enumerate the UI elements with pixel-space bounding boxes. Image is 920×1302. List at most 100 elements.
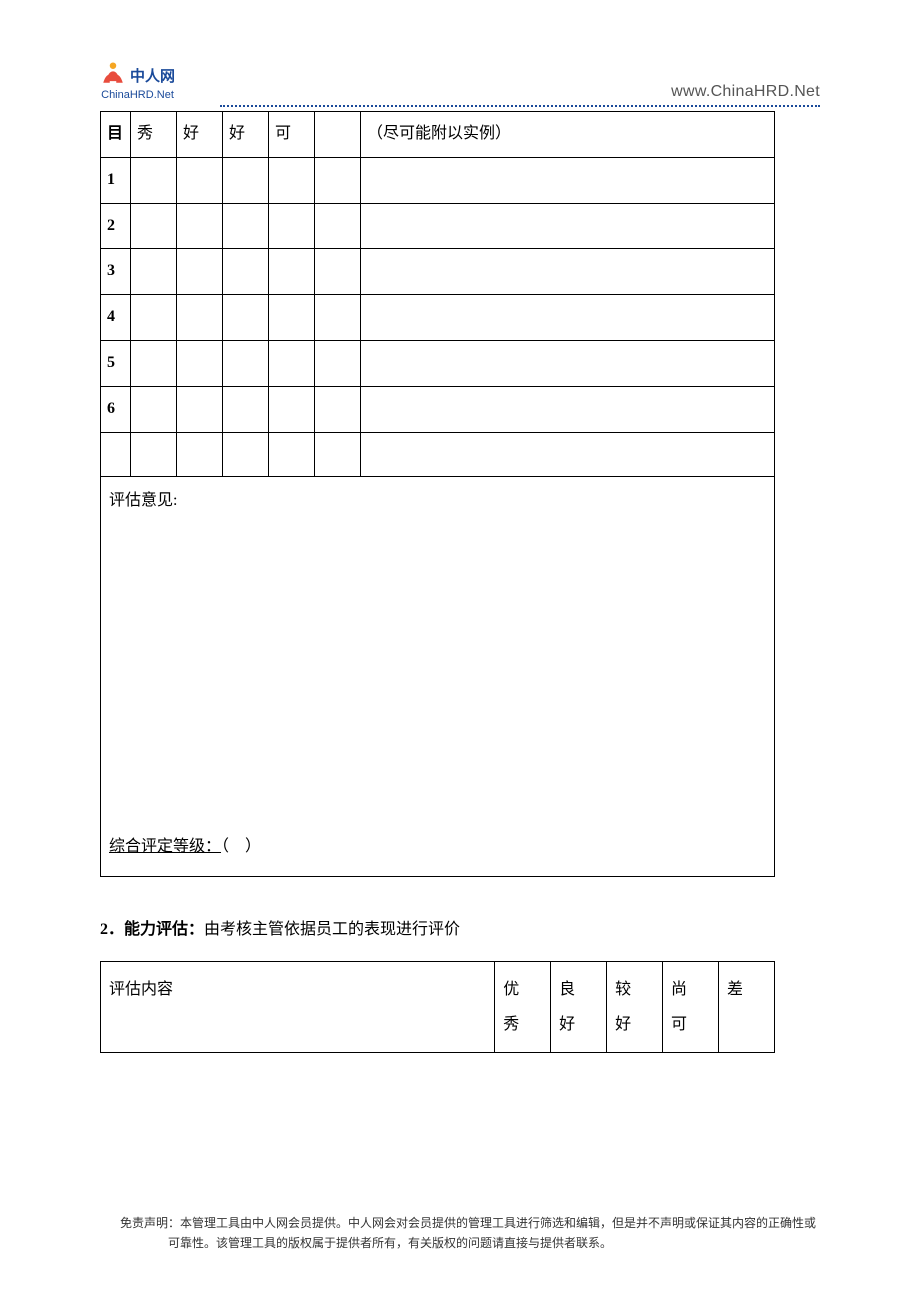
rating-char: 差 (727, 981, 743, 998)
header-url: www.ChinaHRD.Net (671, 83, 820, 101)
ability-rating-cell: 良好 (551, 961, 607, 1052)
cell (315, 386, 361, 432)
cell (361, 157, 775, 203)
table-row: 2 (101, 203, 775, 249)
ability-table: 评估内容 优秀 良好 较好 尚可 差 (100, 961, 775, 1053)
logo-subtext: ChinaHRD.Net (101, 89, 174, 101)
opinion-row: 评估意见: 综合评定等级：（ ） (101, 476, 775, 876)
ability-rating-cell: 优秀 (495, 961, 551, 1052)
table-row: 1 (101, 157, 775, 203)
cell (361, 340, 775, 386)
table-row: 3 (101, 249, 775, 295)
cell (361, 432, 775, 476)
logo-text: 中人网 (130, 65, 175, 86)
header-cell: 目 (101, 112, 131, 158)
cell (315, 295, 361, 341)
cell (269, 386, 315, 432)
cell (177, 157, 223, 203)
grade-paren: （ ） (221, 838, 261, 855)
row-number: 5 (101, 340, 131, 386)
cell (177, 386, 223, 432)
cell (315, 432, 361, 476)
rating-char: 好 (559, 1016, 575, 1033)
rating-char: 可 (671, 1016, 687, 1033)
cell (223, 157, 269, 203)
header-cell: （尽可能附以实例） (361, 112, 775, 158)
opinion-label: 评估意见: (109, 492, 177, 509)
cell (131, 386, 177, 432)
cell (177, 340, 223, 386)
ability-rating-cell: 尚可 (663, 961, 719, 1052)
cell (269, 157, 315, 203)
cell (315, 203, 361, 249)
cell (315, 157, 361, 203)
cell (131, 432, 177, 476)
cell (177, 249, 223, 295)
cell (361, 295, 775, 341)
section2-desc: 由考核主管依据员工的表现进行评价 (204, 921, 460, 938)
row-number: 2 (101, 203, 131, 249)
cell (269, 249, 315, 295)
table-row: 4 (101, 295, 775, 341)
row-number: 3 (101, 249, 131, 295)
cell (223, 386, 269, 432)
cell (315, 340, 361, 386)
rating-char: 尚 (671, 981, 687, 998)
cell (131, 340, 177, 386)
section-2-heading: 2．能力评估：由考核主管依据员工的表现进行评价 (100, 915, 820, 939)
cell (269, 295, 315, 341)
cell (101, 432, 131, 476)
cell (315, 249, 361, 295)
rating-char: 好 (615, 1016, 631, 1033)
rating-char: 较 (615, 981, 631, 998)
rating-char: 秀 (503, 1016, 519, 1033)
rating-char: 良 (559, 981, 575, 998)
row-number: 6 (101, 386, 131, 432)
cell (177, 203, 223, 249)
cell (223, 203, 269, 249)
page-header: 中人网 ChinaHRD.Net www.ChinaHRD.Net (100, 60, 820, 101)
ability-content-label: 评估内容 (101, 961, 495, 1052)
cell (269, 432, 315, 476)
rating-char: 优 (503, 981, 519, 998)
table-row: 6 (101, 386, 775, 432)
ability-header-row: 评估内容 优秀 良好 较好 尚可 差 (101, 961, 775, 1052)
cell (131, 249, 177, 295)
logo-row: 中人网 (100, 60, 175, 91)
cell (223, 249, 269, 295)
cell (223, 432, 269, 476)
logo-icon (100, 60, 126, 91)
cell (131, 157, 177, 203)
ability-rating-cell: 差 (718, 961, 774, 1052)
cell (269, 340, 315, 386)
cell (177, 295, 223, 341)
cell (131, 295, 177, 341)
header-divider (220, 105, 820, 107)
header-cell (315, 112, 361, 158)
header-cell: 可 (269, 112, 315, 158)
opinion-cell: 评估意见: 综合评定等级：（ ） (101, 476, 775, 876)
cell (361, 203, 775, 249)
row-number: 4 (101, 295, 131, 341)
logo-block: 中人网 ChinaHRD.Net (100, 60, 175, 101)
section2-title: 2．能力评估： (100, 921, 204, 938)
header-cell: 秀 (131, 112, 177, 158)
row-number: 1 (101, 157, 131, 203)
cell (361, 249, 775, 295)
cell (177, 432, 223, 476)
document-page: 中人网 ChinaHRD.Net www.ChinaHRD.Net 目 秀 好 … (0, 0, 920, 1294)
cell (269, 203, 315, 249)
disclaimer-text: 免责声明：本管理工具由中人网会员提供。中人网会对会员提供的管理工具进行筛选和编辑… (148, 1213, 820, 1254)
grade-label: 综合评定等级：（ ） (109, 833, 261, 862)
cell (131, 203, 177, 249)
table-row: 5 (101, 340, 775, 386)
table-header-row: 目 秀 好 好 可 （尽可能附以实例） (101, 112, 775, 158)
cell (361, 386, 775, 432)
header-cell: 好 (177, 112, 223, 158)
cell (223, 295, 269, 341)
ability-rating-cell: 较好 (607, 961, 663, 1052)
evaluation-table: 目 秀 好 好 可 （尽可能附以实例） 1 2 3 4 5 6 (100, 111, 775, 877)
cell (223, 340, 269, 386)
header-cell: 好 (223, 112, 269, 158)
grade-underline-text: 综合评定等级： (109, 838, 221, 855)
